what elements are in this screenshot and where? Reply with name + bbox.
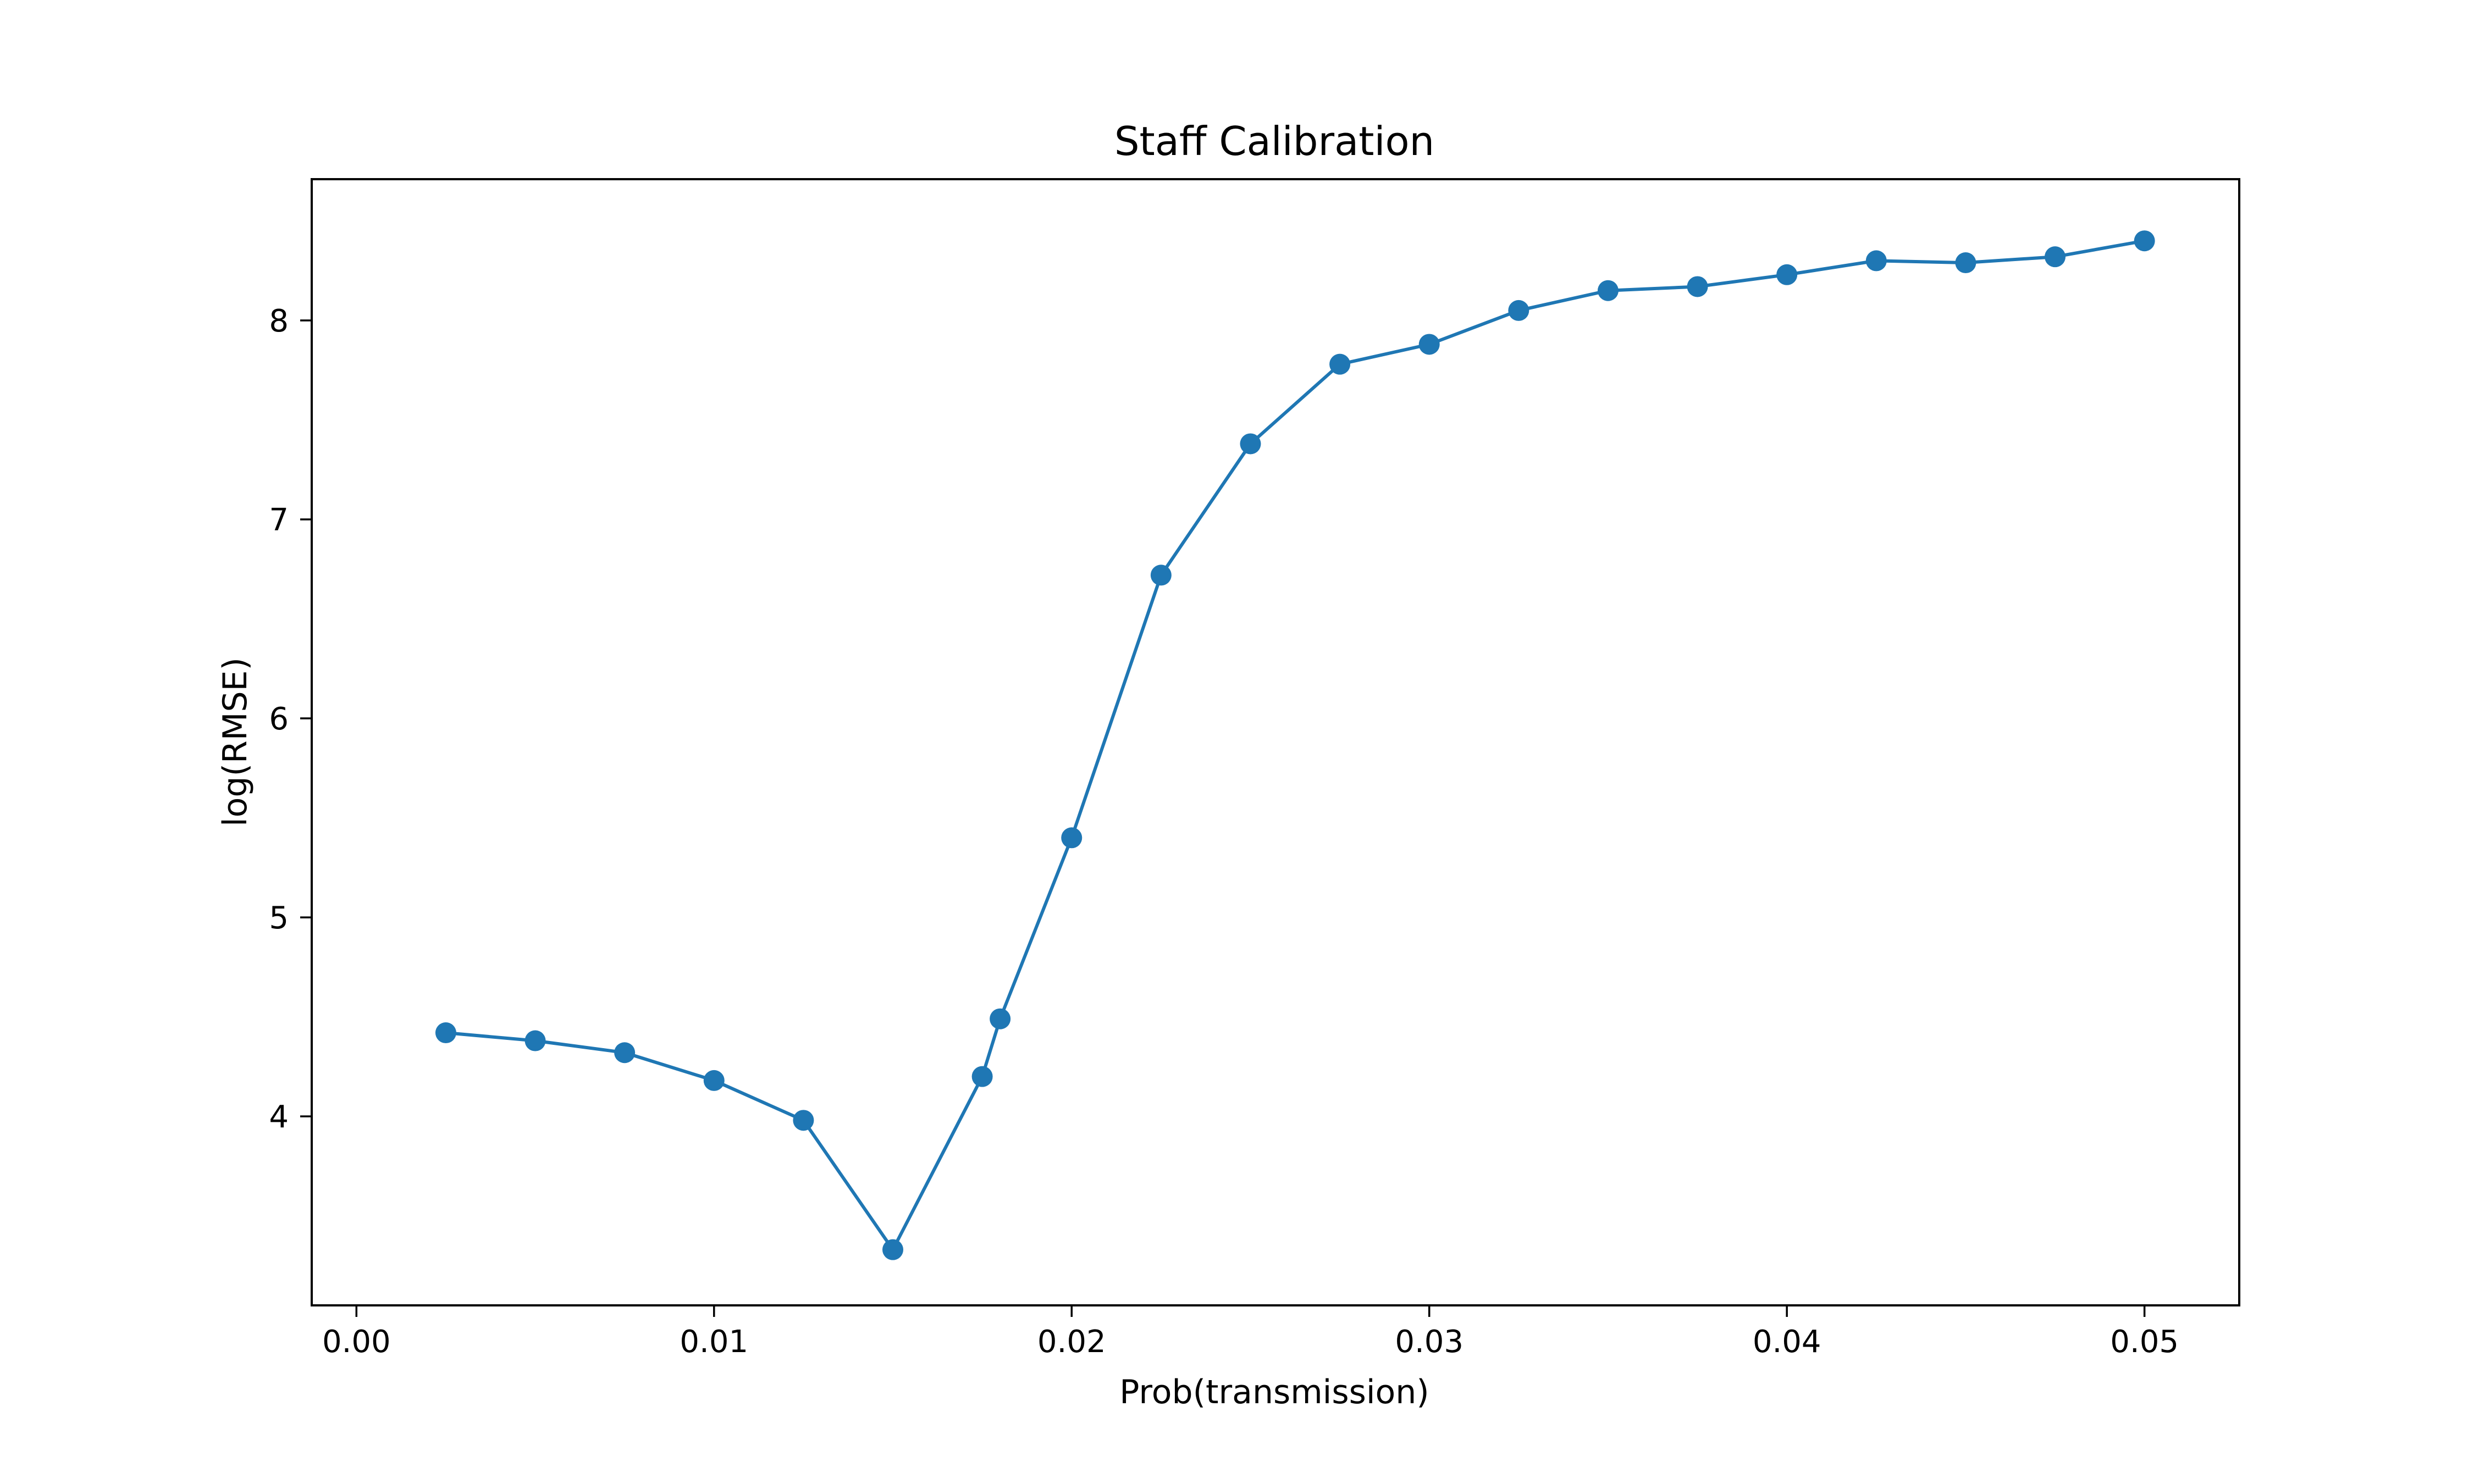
x-axis-label: Prob(transmission) xyxy=(1119,1373,1429,1411)
y-tick-label: 5 xyxy=(269,900,289,936)
series-line xyxy=(444,239,2146,1252)
data-point xyxy=(1329,353,1351,375)
data-point xyxy=(1508,300,1529,321)
x-tick-label: 0.00 xyxy=(322,1324,391,1360)
y-tick-label: 7 xyxy=(269,502,289,538)
x-tick-label: 0.03 xyxy=(1395,1324,1464,1360)
y-tick-label: 6 xyxy=(269,701,289,737)
x-tick-label: 0.04 xyxy=(1753,1324,1821,1360)
x-axis: 0.00 0.01 0.02 0.03 0.04 0.05 xyxy=(322,1305,2179,1360)
data-point xyxy=(435,1022,456,1044)
series-layer xyxy=(435,230,2155,1260)
x-tick-label: 0.01 xyxy=(680,1324,748,1360)
x-tick-label: 0.02 xyxy=(1037,1324,1106,1360)
data-point xyxy=(1776,264,1798,285)
data-point xyxy=(971,1066,993,1087)
data-point xyxy=(1687,276,1708,297)
data-point xyxy=(524,1030,546,1051)
x-tick-label: 0.05 xyxy=(2110,1324,2179,1360)
data-point xyxy=(793,1110,814,1131)
y-tick-label: 4 xyxy=(269,1099,289,1135)
y-tick-label: 8 xyxy=(269,303,289,339)
y-axis-label: log(RMSE) xyxy=(216,657,255,827)
data-point xyxy=(1061,827,1083,849)
data-point xyxy=(614,1042,636,1064)
data-point xyxy=(882,1239,904,1260)
data-point xyxy=(1240,433,1261,455)
data-point xyxy=(1150,564,1172,586)
data-point xyxy=(1597,280,1619,301)
data-point xyxy=(1865,250,1887,272)
data-point xyxy=(990,1008,1011,1029)
y-axis: 4 5 6 7 8 xyxy=(269,303,312,1135)
data-point xyxy=(2134,230,2155,252)
data-point xyxy=(1418,334,1440,355)
data-point xyxy=(703,1070,725,1091)
plot-frame xyxy=(311,178,2240,1306)
data-point xyxy=(1955,252,1976,274)
chart-title: Staff Calibration xyxy=(1114,118,1434,164)
data-point xyxy=(2045,246,2066,268)
